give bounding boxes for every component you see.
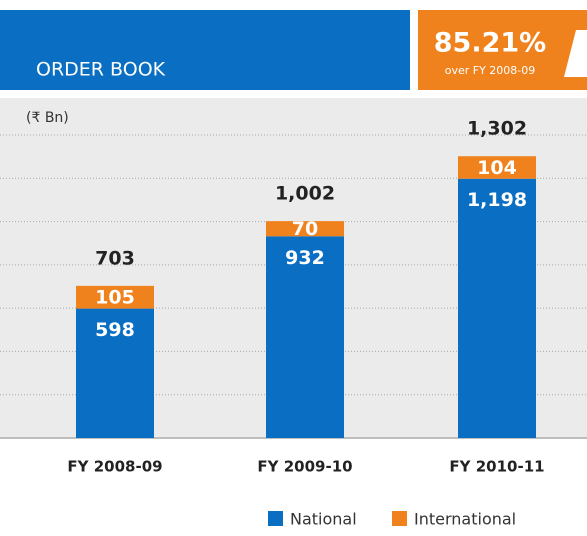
segment-label: 598: [95, 319, 135, 341]
bar-segment: [266, 236, 344, 438]
x-tick-label: FY 2010-11: [449, 458, 544, 476]
legend-label: National: [290, 510, 357, 529]
bar-segment: [266, 221, 344, 237]
badge-caption: over FY 2008-09: [445, 64, 536, 77]
bar-segment: [76, 285, 154, 309]
total-label: 703: [95, 247, 135, 269]
bar-segment: [458, 178, 536, 438]
legend-swatch: [392, 511, 407, 526]
segment-label: 932: [285, 247, 325, 269]
bar-segment: [458, 156, 536, 179]
segment-label: 1,198: [467, 189, 527, 211]
bar-segment: [76, 308, 154, 438]
chart-title: ORDER BOOK: [36, 59, 166, 81]
badge-value: 85.21%: [434, 28, 546, 59]
total-label: 1,302: [467, 118, 527, 140]
legend-label: International: [414, 510, 516, 529]
x-tick-label: FY 2009-10: [257, 458, 352, 476]
segment-label: 104: [477, 157, 517, 179]
segment-label: 70: [292, 218, 318, 240]
up-arrow: [564, 30, 587, 77]
unit-label: (₹ Bn): [26, 110, 69, 126]
total-label: 1,002: [275, 183, 335, 205]
legend-swatch: [268, 511, 283, 526]
segment-label: 105: [95, 287, 135, 309]
x-tick-label: FY 2008-09: [67, 458, 162, 476]
header-band: [0, 10, 410, 90]
badge-box: [418, 10, 587, 90]
